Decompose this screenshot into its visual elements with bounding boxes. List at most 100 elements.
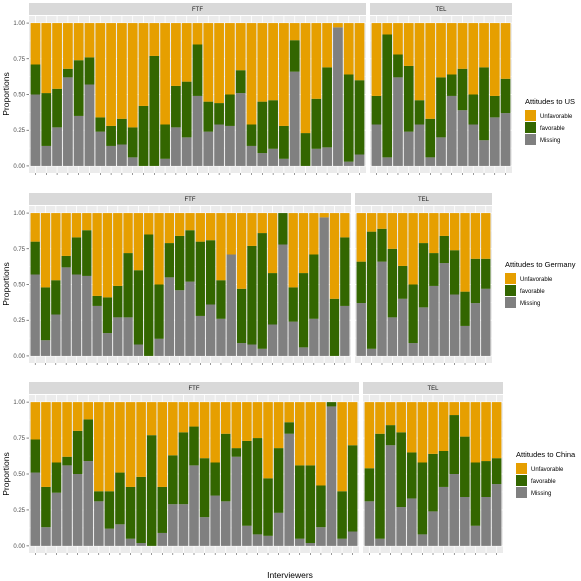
legend: Attitudes to China Unfavorable favorable Mi… — [516, 450, 576, 498]
bar-unfavorable — [189, 402, 199, 427]
bar-favorable — [340, 237, 350, 306]
bar-unfavorable — [407, 402, 417, 453]
bar-unfavorable — [168, 402, 178, 456]
bar-favorable — [398, 265, 408, 299]
bar-missing — [203, 131, 214, 166]
x-axis-title: Interviewers — [267, 570, 313, 580]
bar-unfavorable — [340, 213, 350, 238]
bar-unfavorable — [288, 213, 298, 288]
bar-favorable — [329, 298, 340, 356]
bar-favorable — [343, 74, 354, 162]
bar-unfavorable — [375, 402, 385, 434]
bar-unfavorable — [84, 23, 95, 58]
bar-missing — [263, 535, 273, 546]
bar-missing — [481, 288, 491, 356]
bar-unfavorable — [51, 213, 61, 281]
bar-missing — [309, 318, 319, 356]
bar-favorable — [460, 436, 470, 498]
bar-unfavorable — [30, 23, 41, 65]
bar-unfavorable — [175, 213, 185, 236]
bar-unfavorable — [178, 402, 189, 433]
bar-favorable — [309, 254, 319, 319]
y-tick-label: 0.50 — [13, 93, 25, 99]
bar-favorable — [203, 101, 214, 132]
bar-favorable — [481, 461, 491, 498]
bar-missing — [154, 338, 164, 356]
bar-unfavorable — [436, 23, 446, 78]
bar-missing — [460, 325, 470, 356]
bar-missing — [385, 445, 396, 546]
bar-unfavorable — [235, 23, 246, 71]
bar-unfavorable — [71, 213, 82, 238]
bar-unfavorable — [94, 402, 104, 492]
bar-favorable — [326, 402, 337, 407]
bar-favorable — [366, 231, 377, 349]
bar-favorable — [403, 65, 414, 132]
bar-missing — [418, 307, 429, 356]
bar-favorable — [73, 60, 84, 116]
bar-favorable — [284, 422, 294, 434]
bar-favorable — [146, 435, 157, 546]
bar-unfavorable — [149, 23, 160, 56]
y-axis-title: Proportions — [1, 452, 11, 495]
bar-favorable — [189, 426, 199, 466]
bar-missing — [326, 406, 337, 546]
bar-favorable — [417, 462, 428, 535]
bar-missing — [181, 137, 192, 166]
bar-missing — [491, 484, 502, 546]
bar-missing — [288, 321, 298, 356]
bar-unfavorable — [63, 23, 73, 69]
chart-panel-1: FTF TEL 0.00 0.25 0.50 0.75 1.00 Proportions Att… — [1, 3, 575, 175]
bar-favorable — [316, 485, 326, 528]
bar-unfavorable — [123, 213, 133, 254]
bar-missing — [403, 131, 414, 166]
bar-missing — [356, 303, 366, 356]
bar-favorable — [289, 40, 300, 72]
bar-favorable — [236, 288, 247, 344]
bar-favorable — [356, 261, 366, 304]
bar-favorable — [295, 465, 305, 539]
bar-missing — [231, 456, 242, 546]
bar-missing — [178, 504, 189, 546]
bar-favorable — [83, 419, 93, 462]
facet-strip-label: FTF — [185, 197, 196, 203]
bar-favorable — [242, 440, 252, 526]
bar-favorable — [439, 235, 449, 264]
y-axis-title: Proportions — [1, 72, 11, 115]
bar-unfavorable — [343, 23, 354, 75]
bar-unfavorable — [460, 402, 470, 437]
bar-missing — [479, 140, 489, 166]
bar-favorable — [220, 433, 231, 502]
y-tick-label: 0.75 — [13, 57, 25, 63]
bar-missing — [343, 161, 354, 166]
facet-ftf: FTF — [29, 193, 351, 365]
bar-missing — [470, 303, 481, 356]
bar-missing — [364, 501, 375, 546]
bar-unfavorable — [295, 402, 305, 466]
bar-missing — [185, 281, 195, 356]
y-tick-label: 0.25 — [13, 508, 25, 514]
bar-favorable — [481, 258, 491, 289]
legend-label: favorable — [520, 289, 545, 295]
bar-favorable — [117, 118, 127, 145]
bar-favorable — [500, 78, 511, 114]
y-tick-label: 1.00 — [13, 400, 25, 406]
bar-unfavorable — [366, 213, 377, 232]
bar-missing — [295, 538, 305, 546]
legend-key-favorable — [505, 285, 516, 296]
bar-missing — [366, 348, 377, 356]
bar-favorable — [41, 486, 51, 528]
bar-unfavorable — [319, 213, 329, 218]
bar-favorable — [231, 448, 242, 457]
bar-unfavorable — [311, 23, 322, 99]
bar-missing — [216, 318, 226, 356]
bar-favorable — [337, 491, 347, 539]
bar-missing — [396, 507, 406, 546]
bar-unfavorable — [181, 23, 192, 82]
bar-unfavorable — [316, 402, 326, 486]
bar-unfavorable — [160, 23, 170, 125]
bar-missing — [305, 543, 316, 546]
bar-missing — [41, 145, 52, 166]
bar-unfavorable — [82, 213, 92, 231]
bar-missing — [171, 127, 181, 166]
